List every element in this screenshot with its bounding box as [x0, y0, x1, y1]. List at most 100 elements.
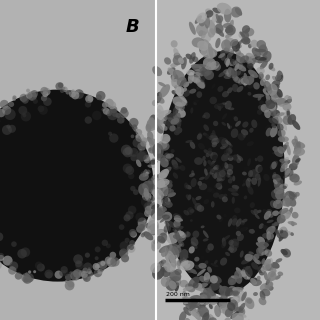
Ellipse shape: [242, 183, 245, 187]
Circle shape: [58, 83, 64, 88]
Ellipse shape: [236, 158, 241, 163]
Ellipse shape: [201, 267, 204, 271]
Circle shape: [122, 120, 124, 123]
Ellipse shape: [174, 110, 178, 114]
Ellipse shape: [221, 163, 225, 168]
Ellipse shape: [237, 133, 245, 140]
Ellipse shape: [171, 40, 178, 48]
Circle shape: [8, 125, 16, 133]
Ellipse shape: [278, 145, 287, 155]
Ellipse shape: [212, 84, 215, 89]
Circle shape: [40, 87, 48, 95]
Ellipse shape: [241, 258, 252, 264]
Ellipse shape: [182, 296, 187, 300]
Circle shape: [130, 186, 136, 191]
Ellipse shape: [180, 165, 185, 171]
Ellipse shape: [273, 221, 277, 227]
Ellipse shape: [178, 236, 182, 239]
Ellipse shape: [225, 288, 230, 297]
Ellipse shape: [249, 169, 259, 177]
Ellipse shape: [179, 229, 187, 237]
Ellipse shape: [188, 298, 199, 309]
Ellipse shape: [147, 131, 153, 140]
Ellipse shape: [188, 246, 195, 253]
Ellipse shape: [198, 308, 209, 318]
Ellipse shape: [222, 113, 227, 120]
Ellipse shape: [189, 268, 197, 274]
Circle shape: [2, 125, 12, 135]
Circle shape: [121, 254, 129, 262]
Ellipse shape: [172, 105, 179, 116]
Ellipse shape: [258, 243, 264, 254]
Ellipse shape: [174, 130, 180, 135]
Ellipse shape: [236, 294, 239, 298]
Ellipse shape: [282, 103, 292, 111]
Ellipse shape: [228, 247, 233, 251]
Ellipse shape: [192, 69, 201, 77]
Circle shape: [144, 156, 151, 163]
Ellipse shape: [201, 282, 206, 287]
Ellipse shape: [275, 230, 282, 234]
Ellipse shape: [204, 149, 209, 154]
Ellipse shape: [292, 154, 300, 166]
Ellipse shape: [225, 252, 230, 256]
Ellipse shape: [243, 133, 246, 138]
Ellipse shape: [246, 298, 252, 304]
Circle shape: [0, 90, 154, 282]
Circle shape: [88, 271, 93, 276]
Ellipse shape: [273, 110, 280, 116]
Ellipse shape: [226, 148, 233, 155]
Circle shape: [59, 270, 66, 276]
Ellipse shape: [177, 231, 186, 241]
Ellipse shape: [214, 170, 220, 174]
Ellipse shape: [260, 78, 266, 86]
Ellipse shape: [207, 299, 211, 303]
Ellipse shape: [226, 59, 230, 67]
Circle shape: [95, 256, 99, 260]
Ellipse shape: [221, 138, 228, 148]
Ellipse shape: [173, 70, 185, 81]
Ellipse shape: [270, 109, 276, 117]
Circle shape: [85, 95, 93, 103]
Ellipse shape: [253, 254, 260, 260]
Ellipse shape: [160, 51, 285, 294]
Ellipse shape: [189, 90, 194, 96]
Ellipse shape: [185, 140, 192, 143]
Ellipse shape: [276, 75, 283, 81]
Ellipse shape: [234, 116, 238, 121]
Ellipse shape: [272, 152, 276, 154]
Ellipse shape: [271, 262, 280, 269]
Ellipse shape: [192, 56, 198, 62]
Ellipse shape: [224, 194, 227, 197]
Ellipse shape: [172, 96, 187, 107]
Ellipse shape: [153, 178, 165, 188]
Bar: [156, 0, 320, 320]
Ellipse shape: [144, 202, 154, 211]
Circle shape: [92, 263, 100, 270]
Ellipse shape: [288, 197, 296, 207]
Ellipse shape: [217, 164, 222, 171]
Ellipse shape: [282, 160, 290, 165]
Ellipse shape: [229, 244, 234, 252]
Ellipse shape: [202, 115, 206, 118]
Ellipse shape: [270, 200, 277, 208]
Circle shape: [3, 256, 12, 266]
Ellipse shape: [191, 237, 198, 246]
Ellipse shape: [209, 304, 213, 309]
Ellipse shape: [210, 152, 218, 160]
Circle shape: [54, 270, 63, 279]
Ellipse shape: [174, 113, 181, 123]
Ellipse shape: [260, 104, 269, 113]
Ellipse shape: [273, 200, 283, 209]
Circle shape: [151, 214, 156, 219]
Ellipse shape: [286, 168, 291, 176]
Ellipse shape: [185, 284, 195, 292]
Ellipse shape: [179, 311, 187, 320]
Ellipse shape: [207, 318, 213, 320]
Ellipse shape: [232, 215, 237, 223]
Ellipse shape: [271, 124, 276, 128]
Circle shape: [155, 184, 157, 187]
Ellipse shape: [221, 241, 227, 248]
Ellipse shape: [225, 25, 236, 36]
Ellipse shape: [154, 148, 159, 154]
